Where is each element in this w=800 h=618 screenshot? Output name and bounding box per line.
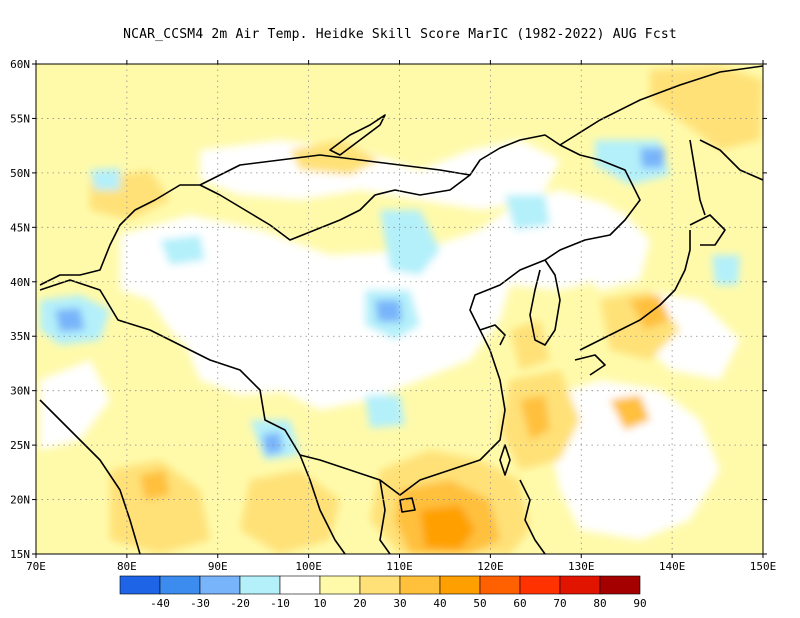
korea-outline [529,259,561,346]
legend-label: -40 [150,597,170,610]
light-orange-south-2 [240,470,340,554]
legend-label: -10 [270,597,290,610]
light-orange-center [510,320,550,370]
orange-south-core [420,505,475,550]
blue-northeast [640,148,665,168]
y-tick-label: 20N [10,494,30,507]
kamchatka-coast [699,139,763,181]
taiwan-outline [499,444,511,476]
orange-india [140,470,170,500]
philippines-outline [519,479,546,554]
light-orange-ne [650,66,763,150]
white-region-north [200,140,560,210]
baikal-lake [329,114,386,156]
legend-label: 30 [393,597,406,610]
y-tick-label: 60N [10,58,30,71]
color-legend: -40 -30 -20 -10 10 20 30 40 50 60 70 80 90 [119,575,647,610]
x-tick-label: 120E [477,560,504,573]
legend-label: 40 [433,597,446,610]
legend-label: 60 [513,597,526,610]
legend-swatch [519,575,561,595]
cyan-plateau [365,395,405,428]
legend-label: 80 [593,597,606,610]
legend-label: 70 [553,597,566,610]
india-coast [39,399,141,554]
legend-swatch [319,575,361,595]
legend-swatch [359,575,401,595]
hokkaido-outline [689,214,726,246]
white-region-ne [560,210,650,290]
legend-swatch [599,575,641,595]
x-tick-label: 80E [117,560,137,573]
legend-swatch [399,575,441,595]
legend-swatch [159,575,201,595]
china-boundary [39,134,641,496]
cyan-north [380,210,440,275]
cyan-west [160,235,205,265]
legend-label: 90 [633,597,646,610]
y-tick-label: 15N [10,548,30,561]
coast-bohai [479,324,506,346]
russia-coast [559,65,763,146]
hainan-outline [399,497,416,513]
legend-label: -30 [190,597,210,610]
y-tick-label: 45N [10,221,30,234]
orange-pacific [610,395,650,430]
japan-outline [574,230,691,376]
legend-label: 20 [353,597,366,610]
latitude-labels: 15N 20N 25N 30N 35N 40N 45N 50N 55N 60N [10,58,30,561]
cyan-east [712,255,740,285]
x-tick-label: 130E [568,560,595,573]
legend-swatch [119,575,161,595]
indochina-coast [299,454,391,554]
orange-east-coast [520,395,550,440]
y-tick-label: 25N [10,439,30,452]
sakhalin-outline [689,139,706,216]
x-tick-label: 150E [750,560,777,573]
y-tick-label: 55N [10,112,30,125]
legend-swatch [479,575,521,595]
y-tick-label: 35N [10,330,30,343]
legend-label: 10 [313,597,326,610]
y-tick-label: 40N [10,276,30,289]
anomaly-patches [40,66,763,554]
y-tick-label: 50N [10,167,30,180]
x-tick-label: 70E [26,560,46,573]
cyan-manchuria [505,195,550,230]
cyan-mongolia-west [90,168,120,190]
legend-swatch [559,575,601,595]
chart-title: NCAR_CCSM4 2m Air Temp. Heidke Skill Sco… [123,27,677,42]
light-orange-india [110,460,210,554]
legend-swatch [239,575,281,595]
longitude-labels: 70E 80E 90E 100E 110E 120E 130E 140E 150E [26,560,776,573]
x-tick-label: 140E [659,560,686,573]
blue-central [375,300,402,322]
white-region-southeast [540,380,720,540]
legend-label: 50 [473,597,486,610]
blue-southwest [262,432,283,455]
coastlines [39,65,763,554]
grid-lines [36,64,763,554]
x-tick-label: 90E [208,560,228,573]
white-region-plateau [180,320,330,395]
legend-swatch [279,575,321,595]
legend-swatch [439,575,481,595]
y-tick-label: 30N [10,385,30,398]
blue-tibet [55,308,85,332]
legend-swatch [199,575,241,595]
mongolia-boundary [199,154,471,186]
white-region-west [40,360,110,450]
x-tick-label: 100E [295,560,322,573]
axis-ticks [32,60,767,558]
shading-layer [36,64,763,554]
legend-label: -20 [230,597,250,610]
x-tick-label: 110E [386,560,413,573]
